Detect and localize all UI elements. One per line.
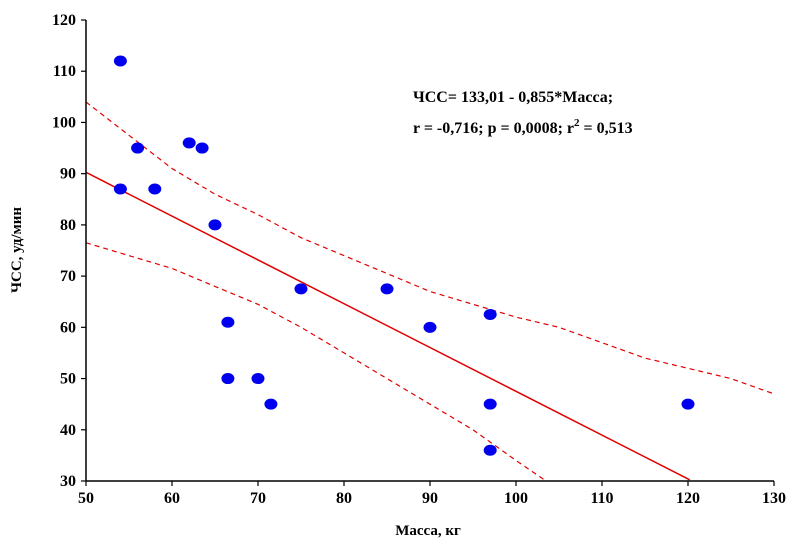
data-point — [483, 444, 497, 456]
y-tick-label: 90 — [60, 166, 76, 183]
y-axis-label: ЧСС, уд/мин — [9, 207, 25, 293]
y-tick-label: 40 — [60, 422, 76, 439]
y-tick-label: 120 — [52, 12, 76, 29]
data-point — [113, 183, 127, 195]
correlation-stats: r = -0,716; p = 0,0008; r2 = 0,513 — [413, 117, 633, 137]
y-tick-label: 30 — [60, 473, 76, 490]
data-points — [113, 55, 695, 456]
correlation-stats-suffix: = 0,513 — [580, 120, 633, 137]
data-point — [294, 283, 308, 295]
y-tick-label: 80 — [60, 217, 76, 234]
data-point — [208, 219, 222, 231]
data-point — [483, 398, 497, 410]
data-point — [148, 183, 162, 195]
x-tick-label: 70 — [250, 490, 266, 507]
data-point — [113, 55, 127, 67]
y-tick-label: 60 — [60, 319, 76, 336]
confidence-band-lower-layer — [86, 242, 547, 481]
x-axis-label: Масса, кг — [395, 523, 461, 539]
x-tick-label: 130 — [762, 490, 786, 507]
regression-equation: ЧСС= 133,01 - 0,855*Масса; — [413, 89, 613, 106]
confidence-band-upper — [86, 101, 774, 395]
data-point — [681, 398, 695, 410]
x-tick-label: 80 — [336, 490, 352, 507]
y-tick-label: 50 — [60, 371, 76, 388]
r-squared-superscript: 2 — [574, 117, 580, 129]
correlation-stats-prefix: r = -0,716; p = 0,0008; r — [413, 120, 574, 137]
y-tick-label: 110 — [53, 63, 76, 80]
y-tick-label: 70 — [60, 268, 76, 285]
x-tick-label: 100 — [504, 490, 528, 507]
x-axis-ticks: 50 60 70 80 90 100 110 120 130 — [78, 481, 786, 507]
data-point — [483, 309, 497, 321]
x-tick-label: 50 — [78, 490, 94, 507]
data-point — [380, 283, 394, 295]
x-tick-label: 110 — [590, 490, 613, 507]
data-point — [195, 142, 209, 154]
data-point — [423, 321, 437, 333]
data-point — [264, 398, 278, 410]
regression-line-layer — [86, 171, 691, 481]
data-point — [221, 316, 235, 328]
data-point — [182, 137, 196, 149]
confidence-band-upper-layer — [86, 101, 774, 395]
y-tick-label: 100 — [52, 114, 76, 131]
data-point — [221, 373, 235, 385]
regression-line — [86, 171, 691, 481]
x-tick-label: 120 — [676, 490, 700, 507]
x-tick-label: 60 — [164, 490, 180, 507]
data-point — [251, 373, 265, 385]
data-point — [131, 142, 145, 154]
y-axis-ticks: 30 40 50 60 70 80 90 100 110 120 — [52, 12, 86, 490]
x-tick-label: 90 — [422, 490, 438, 507]
confidence-band-lower — [86, 242, 547, 481]
